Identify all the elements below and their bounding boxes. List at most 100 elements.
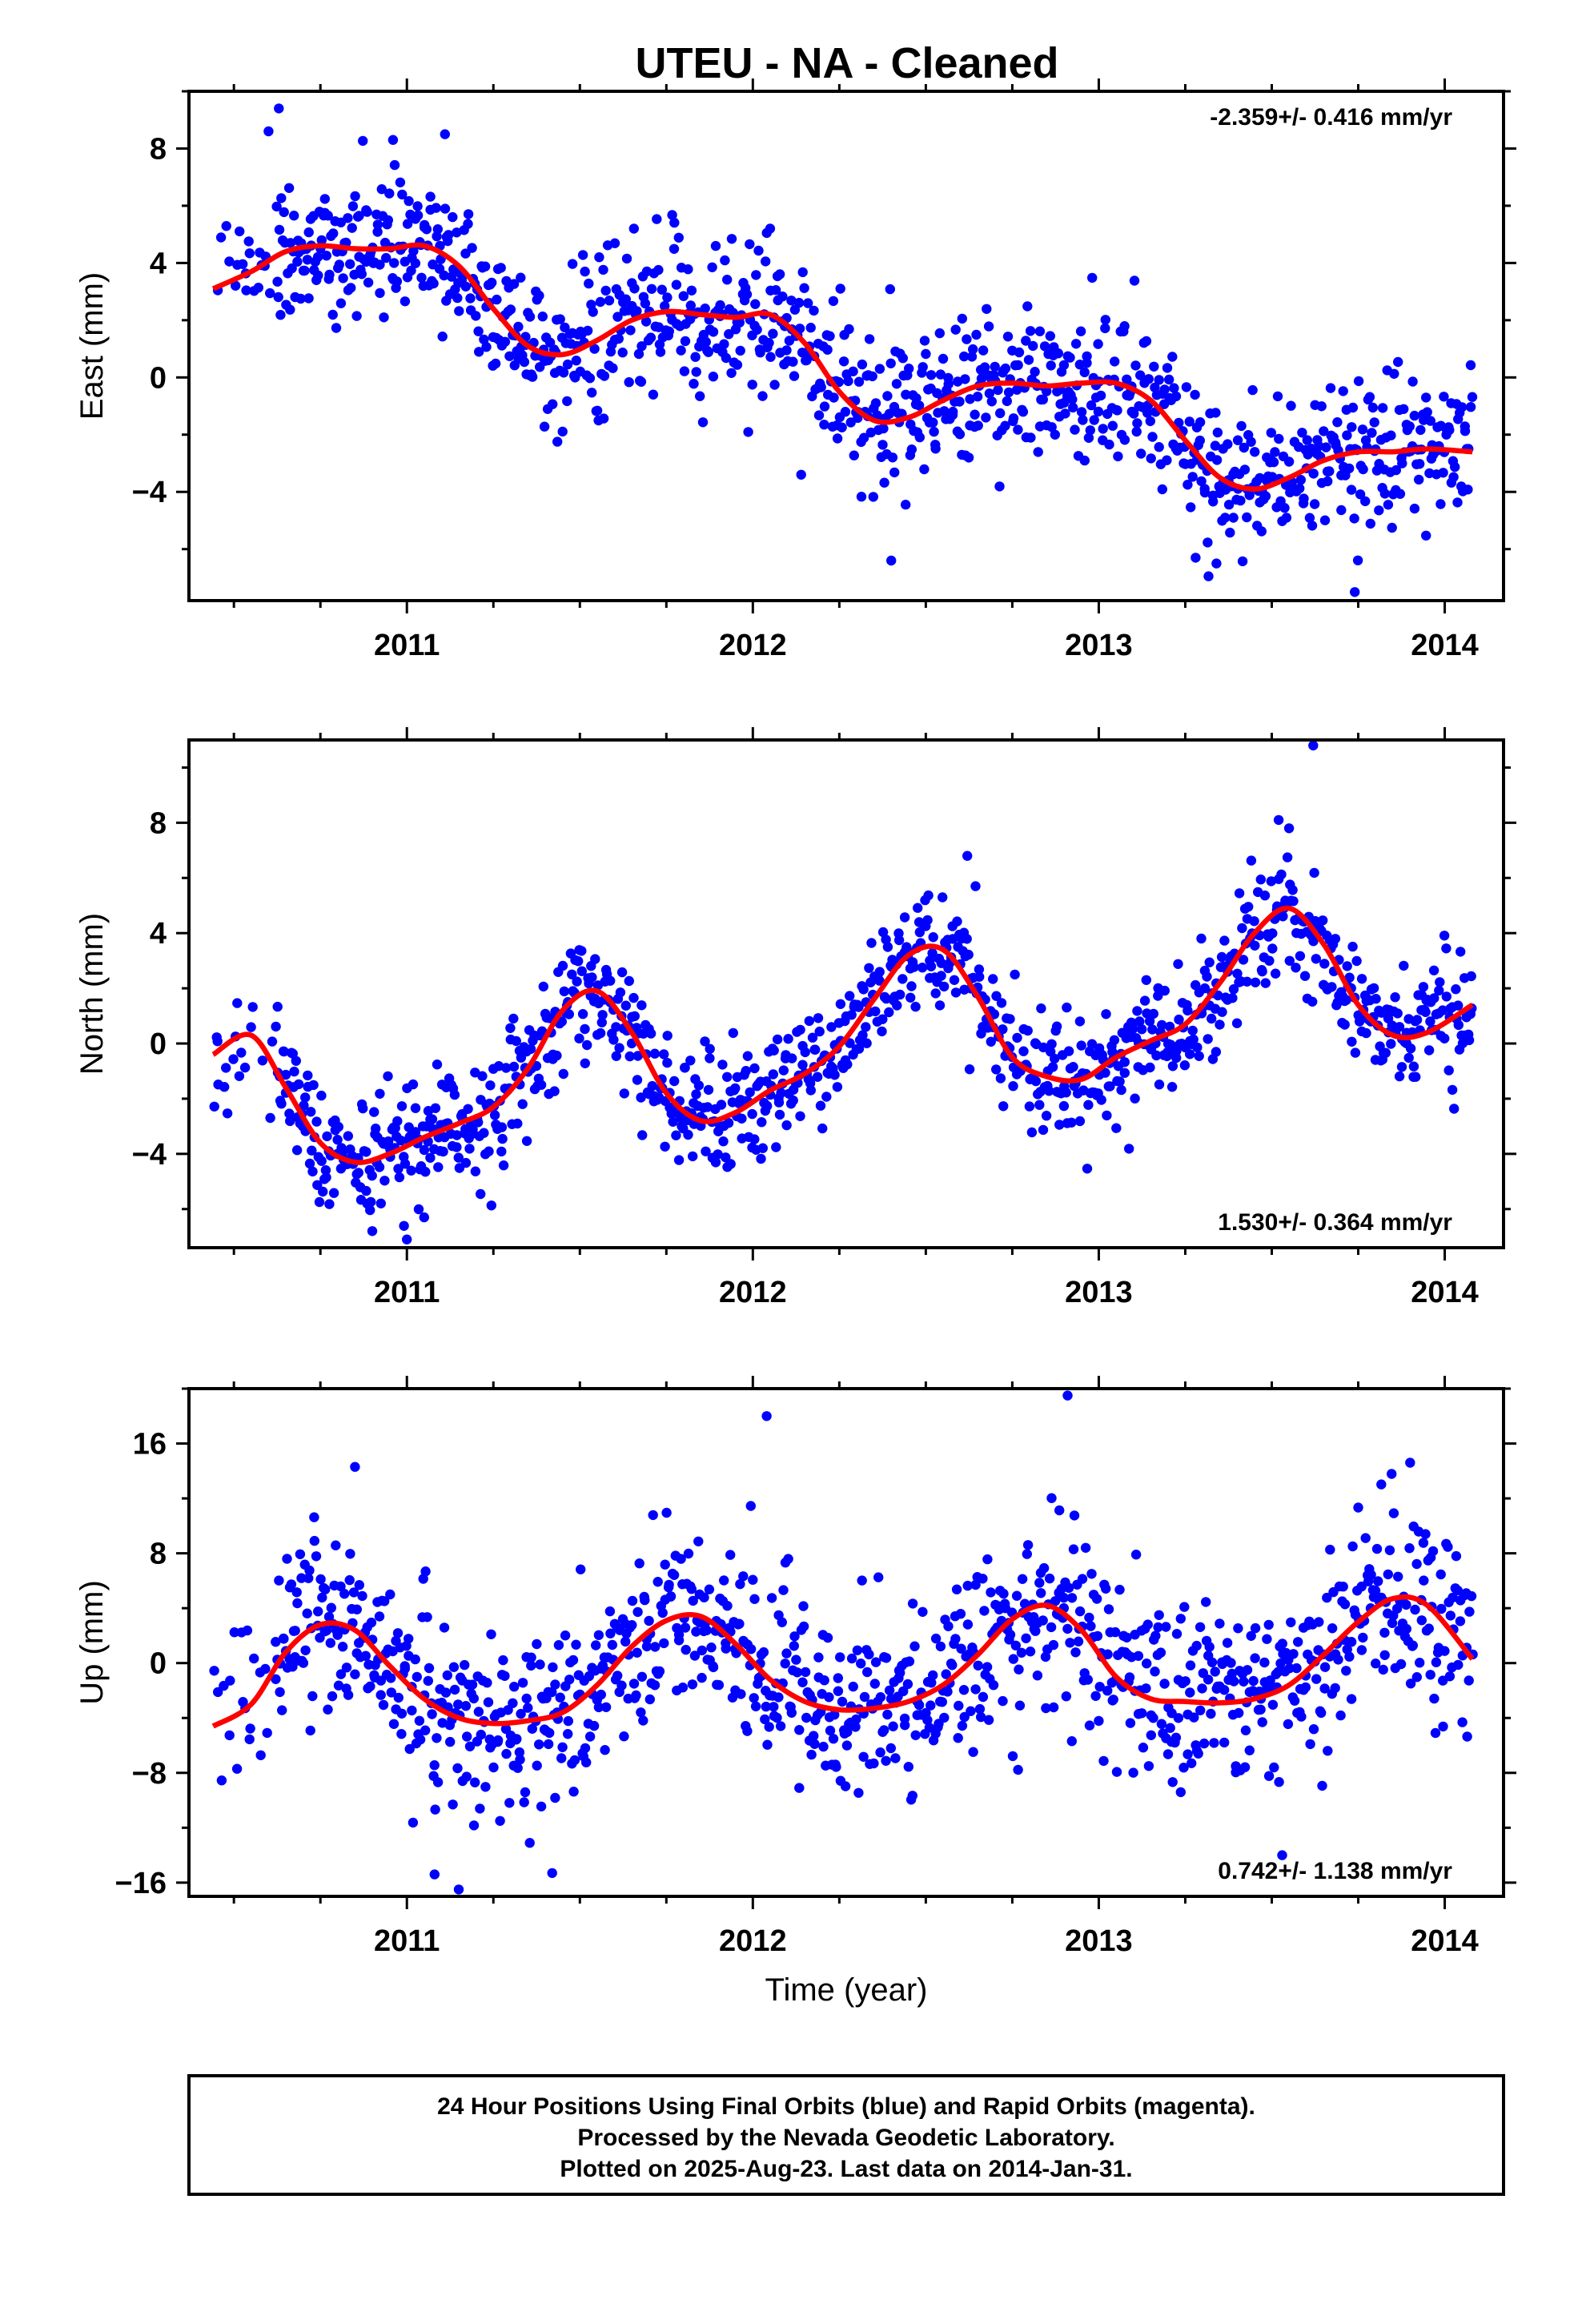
data-point	[1185, 1049, 1195, 1059]
data-point	[1338, 386, 1348, 396]
data-point	[853, 1043, 865, 1054]
data-point	[219, 1082, 230, 1092]
data-point	[1246, 1630, 1256, 1641]
data-point	[1431, 1657, 1442, 1667]
data-point	[934, 1000, 946, 1011]
data-point	[1080, 1542, 1091, 1554]
data-point	[673, 232, 684, 243]
data-point	[1248, 1675, 1259, 1687]
data-point	[881, 993, 892, 1004]
data-point	[1443, 1065, 1454, 1076]
data-point	[1142, 1619, 1153, 1630]
data-point	[1335, 1710, 1346, 1721]
data-point	[856, 492, 867, 502]
data-point	[442, 1670, 452, 1681]
data-point	[1032, 1671, 1043, 1681]
data-point	[1327, 1623, 1338, 1634]
data-point	[875, 1692, 886, 1703]
data-point	[460, 1701, 472, 1711]
data-point	[1084, 1720, 1095, 1731]
data-point	[828, 1734, 839, 1744]
data-point	[1036, 1003, 1046, 1014]
data-point	[978, 1574, 988, 1584]
data-point	[1002, 332, 1014, 342]
data-point	[1227, 1668, 1238, 1679]
data-point	[1132, 418, 1142, 428]
data-point	[532, 1760, 542, 1771]
data-point	[922, 1715, 933, 1726]
data-point	[1159, 384, 1170, 395]
data-point	[764, 337, 774, 348]
data-point	[1195, 1705, 1206, 1715]
data-point	[319, 194, 330, 204]
data-point	[1360, 496, 1371, 507]
data-point	[448, 211, 458, 223]
data-point	[327, 309, 338, 320]
data-point	[1065, 1638, 1075, 1648]
data-point	[753, 245, 764, 256]
data-point	[795, 1111, 805, 1122]
data-point	[587, 388, 597, 398]
data-point	[535, 1659, 545, 1670]
data-point	[664, 326, 674, 336]
data-point-outlier	[263, 126, 274, 137]
data-point	[906, 981, 917, 991]
data-point	[1438, 1721, 1448, 1732]
data-point	[1022, 1540, 1034, 1550]
data-point	[677, 1683, 689, 1693]
data-point	[799, 283, 809, 293]
data-point	[1185, 1687, 1195, 1698]
data-point	[464, 1144, 475, 1154]
data-point	[515, 1755, 525, 1765]
data-point	[1456, 947, 1466, 957]
data-point	[1129, 275, 1140, 286]
data-point	[526, 1652, 536, 1663]
data-point	[1317, 1780, 1327, 1791]
data-point	[437, 332, 448, 342]
data-point	[866, 938, 877, 948]
data-point	[1233, 1623, 1243, 1634]
data-point	[656, 284, 667, 295]
data-point	[1130, 360, 1141, 371]
data-point	[890, 1753, 901, 1763]
y-axis-label: East (mm)	[74, 272, 110, 420]
data-point	[1210, 440, 1221, 451]
data-point	[1156, 1719, 1167, 1729]
data-point	[843, 376, 853, 387]
data-point	[766, 1593, 777, 1603]
data-point	[986, 1587, 996, 1598]
data-point	[669, 243, 680, 254]
data-point	[1386, 1039, 1396, 1049]
data-point	[824, 1692, 834, 1703]
data-point	[1023, 355, 1034, 365]
data-point	[489, 1110, 500, 1120]
data-point	[713, 1149, 723, 1160]
data-point	[1082, 1164, 1093, 1174]
data-point	[1439, 1646, 1450, 1656]
data-point	[1184, 416, 1195, 427]
data-point	[519, 1797, 529, 1807]
data-point	[978, 345, 989, 356]
data-point	[284, 1108, 295, 1119]
data-point	[1113, 451, 1123, 462]
y-tick-label: 4	[150, 917, 167, 951]
data-point	[948, 406, 958, 417]
data-point	[1378, 1664, 1388, 1675]
data-point	[864, 1649, 874, 1660]
data-point	[481, 342, 492, 352]
data-point	[334, 259, 344, 270]
data-point	[607, 1639, 617, 1651]
data-point	[1182, 1005, 1193, 1016]
data-point	[452, 1142, 462, 1152]
data-point	[1415, 459, 1425, 469]
data-point	[265, 287, 275, 299]
data-point	[708, 327, 719, 337]
data-point	[667, 210, 677, 220]
data-point	[463, 219, 473, 229]
data-point	[1309, 867, 1319, 879]
data-point	[420, 1566, 431, 1577]
data-point	[1242, 512, 1252, 523]
data-point	[874, 364, 885, 374]
data-point	[645, 1028, 656, 1039]
data-point	[913, 903, 923, 913]
